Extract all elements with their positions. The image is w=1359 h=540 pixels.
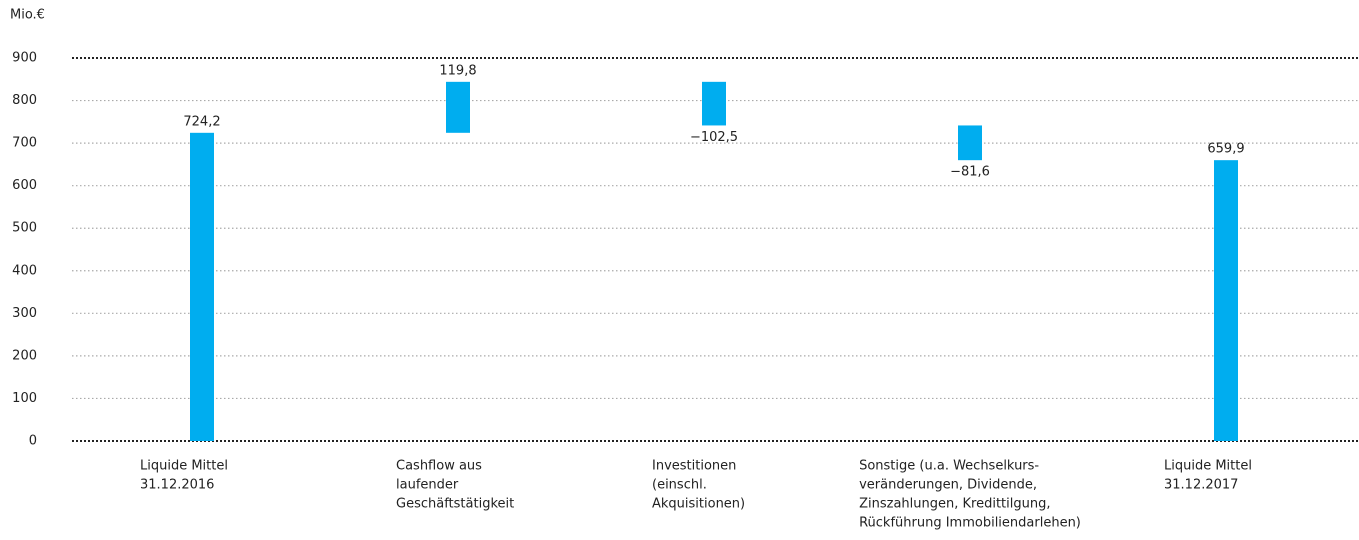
x-tick-label: veränderungen, Dividende, [859,478,1037,493]
bar [958,125,982,161]
x-tick-label: Akquisitionen) [652,497,745,512]
x-tick-label: 31.12.2016 [140,478,214,493]
y-tick-label: 600 [12,178,37,193]
x-tick-label: Rückführung Immobiliendarlehen) [859,516,1081,531]
x-tick-label: Investitionen [652,459,736,474]
bar [190,132,214,441]
x-tick-label: Sonstige (u.a. Wechselkurs- [859,459,1039,474]
value-label: 659,9 [1207,142,1244,157]
y-tick-label: 900 [12,51,37,66]
bar [1214,160,1238,441]
x-tick-label: Geschäftstätigkeit [396,497,514,512]
x-tick-label: 31.12.2017 [1164,478,1238,493]
y-tick-label: 200 [12,348,37,363]
y-tick-label: 700 [12,136,37,151]
y-tick-label: 500 [12,221,37,236]
x-tick-label: Zinszahlungen, Kredittilgung, [859,497,1050,512]
x-tick-label: Liquide Mittel [140,459,228,474]
y-tick-label: 100 [12,391,37,406]
y-tick-label: 0 [29,434,37,449]
bar [702,81,726,126]
x-tick-label: laufender [396,478,459,493]
y-tick-label: 400 [12,263,37,278]
x-tick-label: Cashflow aus [396,459,482,474]
x-tick-label: Liquide Mittel [1164,459,1252,474]
bar [446,81,470,133]
y-tick-label: 300 [12,306,37,321]
axis-unit: Mio.€ [10,8,45,23]
value-label: 724,2 [183,114,220,129]
value-label: 119,8 [439,63,476,78]
y-tick-label: 800 [12,93,37,108]
x-tick-label: (einschl. [652,478,707,493]
value-label: −81,6 [950,165,990,180]
value-label: −102,5 [690,130,738,145]
